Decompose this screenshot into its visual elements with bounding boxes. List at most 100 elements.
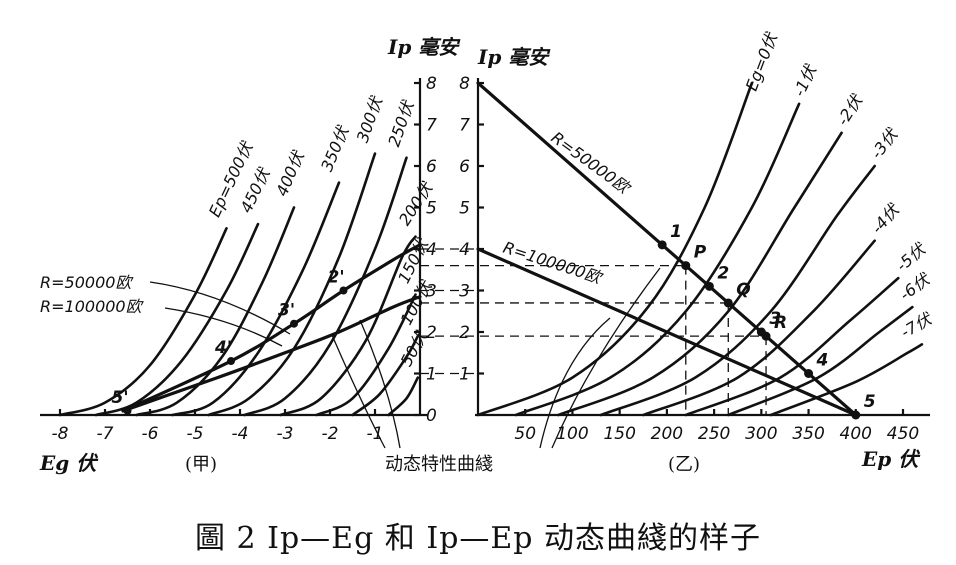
figure-caption: 圖 2 Ip—Eg 和 Ip—Ep 动态曲綫的样子 xyxy=(195,521,761,556)
right-curve-7 xyxy=(769,343,924,417)
left-point-label: 3' xyxy=(278,301,295,321)
right-x-tick-label: 100 xyxy=(556,424,588,444)
right-x-tick-label: 300 xyxy=(745,424,777,444)
left-dynamic-curves xyxy=(121,243,422,413)
right-point-label: Q xyxy=(736,280,750,300)
callout-leader-left-2 xyxy=(359,319,401,449)
left-curve-label: 300伏 xyxy=(353,93,387,145)
left-dynamic-curve-1 xyxy=(121,295,422,413)
right-load-line-0 xyxy=(476,81,858,417)
left-curve-7 xyxy=(315,293,417,417)
left-x-tick-label: -6 xyxy=(142,424,159,444)
right-y-tick-label: 5 xyxy=(459,199,470,219)
right-y-tick-labels: 1 2 3 4 5 6 7 8 xyxy=(459,74,484,385)
right-operating-point xyxy=(756,327,766,337)
left-operating-point xyxy=(227,357,235,366)
left-x-tick-label: -7 xyxy=(97,424,114,444)
right-point-label: 1 xyxy=(670,222,682,242)
right-x-tick-label: 250 xyxy=(698,424,730,444)
right-curve-label: -6伏 xyxy=(896,269,935,305)
right-operating-point xyxy=(804,369,814,378)
left-y-tick-label: 0 xyxy=(426,406,437,426)
right-x-axis-title: Ep 伏 xyxy=(861,447,921,471)
left-y-tick-label: 2 xyxy=(426,323,437,343)
left-curve-0 xyxy=(58,227,228,417)
left-leader-r100000 xyxy=(164,307,283,347)
left-leader-r50000 xyxy=(149,281,291,335)
right-point-label: 3 xyxy=(769,309,781,329)
right-load-lines xyxy=(476,81,858,417)
left-dynamic-curve-0 xyxy=(121,243,422,413)
right-static-curves xyxy=(476,81,924,417)
right-curve-4 xyxy=(642,239,876,417)
right-dashed-guides xyxy=(420,248,767,415)
callout-leader-right-2 xyxy=(551,267,661,449)
right-y-tick-label: 4 xyxy=(459,240,470,260)
right-x-tick-labels: 50 100 150 200 250 300 350 400 450 xyxy=(514,409,919,444)
left-y-tick-labels: 0 1 2 3 4 5 6 7 8 xyxy=(414,74,437,426)
left-x-tick-labels: -8 -7 -6 -5 -4 -3 -2 -1 xyxy=(52,409,384,444)
left-x-axis-title: Eg 伏 xyxy=(39,451,99,475)
right-curve-6 xyxy=(727,305,914,417)
right-y-tick-label: 3 xyxy=(459,282,470,302)
right-y-tick-label: 2 xyxy=(459,323,470,343)
left-point-label: 2' xyxy=(328,268,345,288)
right-y-tick-label: 1 xyxy=(459,365,470,385)
right-operating-point xyxy=(704,281,714,291)
right-curve-label: -2伏 xyxy=(833,90,867,129)
left-x-tick-label: -3 xyxy=(277,424,294,444)
right-curve-3 xyxy=(599,164,876,417)
left-x-tick-label: -1 xyxy=(367,424,384,444)
left-y-tick-label: 7 xyxy=(426,116,437,136)
right-operating-point xyxy=(681,261,691,271)
right-operating-point xyxy=(851,410,861,420)
right-operating-point xyxy=(723,298,733,308)
left-point-label: 4' xyxy=(214,338,232,358)
right-curve-label: -3伏 xyxy=(867,124,903,163)
left-panel-label: (甲) xyxy=(185,454,217,475)
right-curve-labels: Eg=0伏 -1伏-2伏-3伏-4伏-5伏-6伏-7伏 xyxy=(742,29,936,342)
left-curve-4 xyxy=(207,152,377,417)
left-curve-9 xyxy=(387,376,420,417)
right-x-tick-label: 50 xyxy=(514,424,536,444)
right-y-tick-label: 8 xyxy=(459,74,470,94)
right-load-line-1 xyxy=(476,247,858,417)
left-x-tick-label: -5 xyxy=(187,424,204,444)
left-operating-point xyxy=(123,406,132,415)
right-y-tick-label: 7 xyxy=(459,116,470,136)
left-y-tick-label: 1 xyxy=(426,365,437,385)
right-point-label: 4 xyxy=(816,351,829,371)
left-label-r100000: R=100000欧 xyxy=(40,297,145,316)
right-curve-label: -1伏 xyxy=(789,61,820,100)
right-curve-0 xyxy=(476,81,754,417)
right-point-label: 2 xyxy=(717,263,729,283)
right-point-label: P xyxy=(694,243,707,263)
right-label-r50000: R=50000欧 xyxy=(548,128,636,199)
left-operating-point xyxy=(290,319,298,328)
callout-leader-right-1 xyxy=(539,317,611,449)
right-x-tick-label: 350 xyxy=(792,424,824,444)
left-curve-2 xyxy=(135,206,296,417)
left-x-tick-label: -4 xyxy=(232,424,249,444)
right-x-tick-label: 150 xyxy=(603,424,635,444)
right-point-label: R xyxy=(774,313,787,333)
left-y-tick-label: 8 xyxy=(426,74,437,94)
left-y-tick-label: 6 xyxy=(426,157,437,177)
callout-leader-left-1 xyxy=(331,334,386,449)
right-operating-points: P Q R 1 2 3 4 5 xyxy=(657,222,876,420)
right-curve-2 xyxy=(557,131,843,417)
right-point-label: 5 xyxy=(864,392,876,412)
left-point-label: 5' xyxy=(112,388,129,408)
right-curve-1 xyxy=(514,102,801,417)
right-x-tick-label: 450 xyxy=(887,424,919,444)
dynamic-curve-label: 动态特性曲綫 xyxy=(385,454,493,475)
right-curve-label: -5伏 xyxy=(892,238,930,275)
left-curve-label: 350伏 xyxy=(317,122,353,174)
right-curve-label: Eg=0伏 xyxy=(742,29,782,94)
left-label-r50000: R=50000欧 xyxy=(40,273,134,292)
left-x-tick-label: -2 xyxy=(322,424,339,444)
left-curve-label: 400伏 xyxy=(272,147,308,199)
